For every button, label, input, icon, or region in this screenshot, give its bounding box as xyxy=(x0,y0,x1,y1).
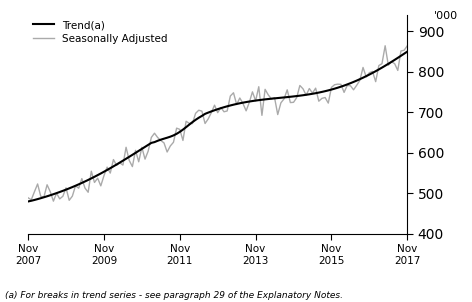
Text: (a) For breaks in trend series - see paragraph 29 of the Explanatory Notes.: (a) For breaks in trend series - see par… xyxy=(5,291,343,300)
Legend: Trend(a), Seasonally Adjusted: Trend(a), Seasonally Adjusted xyxy=(34,20,168,44)
Y-axis label: '000: '000 xyxy=(434,11,458,21)
